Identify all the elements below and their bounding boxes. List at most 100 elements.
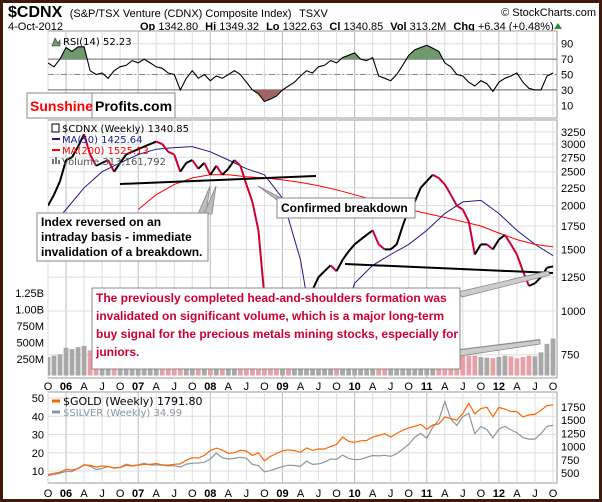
x-tick-label: J bbox=[99, 381, 105, 393]
x-tick-label: J bbox=[172, 381, 178, 393]
price-tick-label: 2750 bbox=[561, 152, 585, 164]
volume-bar bbox=[81, 345, 87, 376]
price-segment bbox=[89, 154, 97, 167]
up-triangle-icon bbox=[554, 23, 562, 29]
x-tick-label: O bbox=[404, 488, 413, 500]
price-segment bbox=[515, 254, 524, 272]
x-tick-label: A bbox=[225, 381, 233, 393]
conclusion-box bbox=[91, 287, 461, 370]
x-tick-label: A bbox=[369, 488, 377, 500]
conclusion-pointer-price bbox=[457, 270, 551, 298]
quote-line: 4-Oct-2012 Op 1342.80 Hi 1349.32 Lo 1322… bbox=[8, 21, 554, 33]
x-tick-label: J bbox=[316, 381, 322, 393]
price-tick-label: 1250 bbox=[561, 272, 585, 284]
gold-tick-label: 500 bbox=[561, 468, 579, 480]
x-tick-label: J bbox=[172, 488, 178, 500]
volume-bar bbox=[550, 338, 556, 376]
silver-tick-label: 10 bbox=[32, 466, 44, 478]
volume-bar bbox=[51, 355, 57, 376]
price-segment bbox=[449, 194, 458, 207]
cl-label: Cl bbox=[329, 21, 340, 33]
axis-labels: OO0606AAJJOO0707AAJJOO0808AAJJOO0909AAJJ… bbox=[15, 39, 585, 500]
rsi-tick-label: 10 bbox=[561, 100, 573, 112]
volume-bar bbox=[466, 355, 472, 376]
symbol: $CDNX bbox=[8, 4, 63, 21]
price-segment bbox=[185, 159, 193, 164]
volume-bar bbox=[460, 355, 466, 376]
x-tick-label: A bbox=[225, 488, 233, 500]
legend-gold: $GOLD (Weekly) 1791.80 bbox=[63, 395, 203, 408]
rsi-legend-icon bbox=[51, 37, 61, 47]
price-segment bbox=[390, 243, 398, 251]
legend-volume: Volume 313,161,792 bbox=[62, 157, 166, 168]
price-segment bbox=[473, 243, 482, 256]
x-tick-label: O bbox=[44, 488, 53, 500]
chg-value: +6.34 (+0.48%) bbox=[478, 21, 554, 33]
price-segment bbox=[191, 159, 200, 170]
price-segment bbox=[107, 159, 116, 173]
x-tick-label: O bbox=[477, 488, 486, 500]
rsi-tick-label: 90 bbox=[561, 39, 573, 51]
conclusion-text: The previously completed head-and-should… bbox=[95, 291, 461, 359]
volume-bar bbox=[490, 358, 496, 376]
price-segment bbox=[426, 174, 434, 182]
x-tick-label: A bbox=[369, 381, 377, 393]
x-tick-label: A bbox=[80, 488, 88, 500]
price-segment bbox=[101, 159, 109, 164]
x-tick-label: O bbox=[116, 488, 125, 500]
volume-bar bbox=[472, 355, 478, 376]
price-segment bbox=[438, 177, 446, 186]
volume-bar bbox=[496, 357, 502, 376]
x-tick-label: O bbox=[549, 381, 558, 393]
neckline-2010-2012 bbox=[344, 263, 554, 274]
x-tick-label: O bbox=[332, 381, 341, 393]
price-segment bbox=[173, 154, 182, 173]
x-tick-label: O bbox=[260, 488, 269, 500]
x-tick-label: A bbox=[513, 488, 521, 500]
volume-bar bbox=[75, 347, 81, 376]
volume-bar bbox=[478, 357, 484, 376]
logo-sunshine: Sunshine bbox=[30, 98, 93, 114]
breakdown-annotation: Confirmed breakdown bbox=[257, 185, 416, 219]
volume-bar bbox=[532, 356, 538, 376]
x-tick-label: O bbox=[549, 488, 558, 500]
x-tick-label: 09 bbox=[276, 488, 288, 500]
x-tick-label: O bbox=[188, 488, 197, 500]
x-tick-label: A bbox=[153, 488, 161, 500]
price-segment bbox=[251, 201, 260, 231]
op-value: 1342.80 bbox=[158, 21, 198, 33]
header-title: $CDNX (S&P/TSX Venture (CDNX) Composite … bbox=[8, 4, 328, 21]
vol-label: Vol bbox=[390, 21, 406, 33]
gold-tick-label: 1000 bbox=[561, 442, 585, 454]
gold-line bbox=[48, 402, 554, 476]
exchange: TSXV bbox=[299, 8, 328, 20]
x-tick-label: A bbox=[80, 381, 88, 393]
x-tick-label: 10 bbox=[348, 488, 360, 500]
x-tick-label: 07 bbox=[132, 381, 144, 393]
price-segment bbox=[323, 264, 332, 272]
price-segment bbox=[245, 184, 254, 203]
price-segment bbox=[534, 276, 542, 285]
price-segment bbox=[65, 156, 73, 161]
price-segment bbox=[378, 243, 386, 251]
rsi-chart bbox=[47, 44, 554, 103]
silver-tick-label: 30 bbox=[32, 430, 44, 442]
breakdown-box bbox=[276, 197, 416, 219]
x-tick-label: 08 bbox=[204, 381, 216, 393]
price-segment bbox=[395, 225, 404, 245]
cl-value: 1340.85 bbox=[343, 21, 383, 33]
volume-bar bbox=[502, 355, 508, 376]
x-tick-label: J bbox=[99, 488, 105, 500]
price-segment bbox=[443, 183, 452, 196]
volume-legend-icon bbox=[52, 157, 60, 164]
price-segment bbox=[233, 159, 242, 167]
volume-bar bbox=[484, 357, 490, 376]
logo-box bbox=[26, 92, 176, 119]
price-segment bbox=[528, 282, 536, 287]
price-tick-label: 1750 bbox=[561, 221, 585, 233]
reversal-annotation: Index reversed on an intraday basis - im… bbox=[36, 185, 217, 262]
legend-cdnx: $CDNX (Weekly) 1340.85 bbox=[62, 124, 189, 135]
x-tick-label: O bbox=[44, 381, 53, 393]
x-tick-label: O bbox=[404, 381, 413, 393]
